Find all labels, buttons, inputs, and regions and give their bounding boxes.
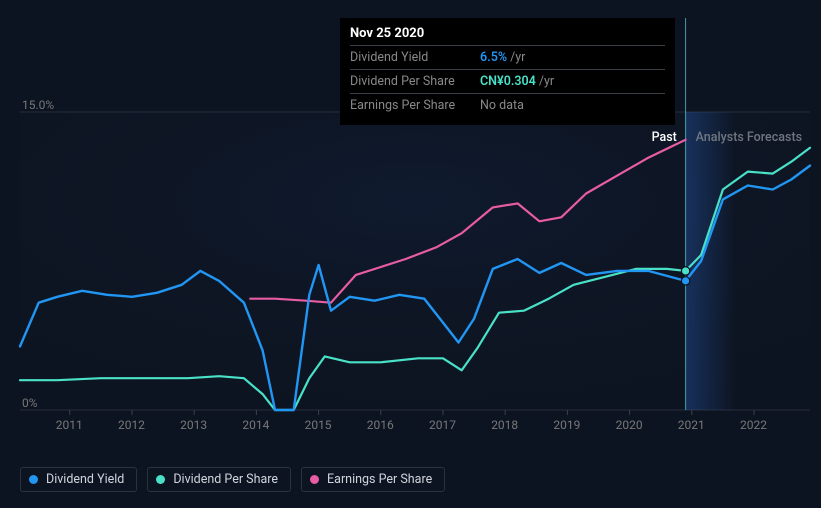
legend-dot-icon: [310, 475, 319, 484]
tooltip-row-value: No data: [480, 94, 665, 118]
tooltip-row-value: 6.5%/yr: [480, 46, 665, 70]
x-tick-label: 2013: [180, 418, 207, 432]
x-tick-label: 2011: [56, 418, 83, 432]
x-tick-label: 2018: [491, 418, 518, 432]
x-tick-label: 2020: [616, 418, 643, 432]
chart-tooltip: Nov 25 2020 Dividend Yield6.5%/yrDividen…: [340, 18, 675, 125]
x-tick-label: 2017: [429, 418, 456, 432]
legend: Dividend Yield Dividend Per Share Earnings…: [20, 467, 445, 492]
tooltip-date: Nov 25 2020: [350, 24, 665, 45]
tooltip-row-value: CN¥0.304/yr: [480, 70, 665, 94]
x-tick-label: 2022: [740, 418, 767, 432]
legend-dot-icon: [29, 475, 38, 484]
tooltip-row-label: Dividend Yield: [350, 46, 480, 70]
legend-item[interactable]: Earnings Per Share: [301, 467, 445, 492]
legend-item[interactable]: Dividend Per Share: [147, 467, 291, 492]
x-tick-label: 2012: [118, 418, 145, 432]
x-tick-label: 2016: [367, 418, 394, 432]
y-tick-label: 0%: [22, 396, 38, 410]
x-tick-label: 2021: [678, 418, 705, 432]
legend-item-label: Dividend Per Share: [173, 472, 278, 487]
forecast-region-label: Analysts Forecasts: [696, 130, 802, 145]
tooltip-row: Dividend Per ShareCN¥0.304/yr: [350, 70, 665, 94]
x-tick-label: 2014: [242, 418, 269, 432]
y-tick-label: 15.0%: [22, 98, 54, 112]
legend-item[interactable]: Dividend Yield: [20, 467, 137, 492]
x-tick-label: 2019: [553, 418, 580, 432]
tooltip-row-label: Earnings Per Share: [350, 94, 480, 118]
tooltip-table: Dividend Yield6.5%/yrDividend Per ShareC…: [350, 45, 665, 117]
tooltip-row: Dividend Yield6.5%/yr: [350, 46, 665, 70]
legend-item-label: Earnings Per Share: [327, 472, 432, 487]
tooltip-row: Earnings Per ShareNo data: [350, 94, 665, 118]
legend-dot-icon: [156, 475, 165, 484]
tooltip-row-label: Dividend Per Share: [350, 70, 480, 94]
x-tick-label: 2015: [305, 418, 332, 432]
dividend-chart: Nov 25 2020 Dividend Yield6.5%/yrDividen…: [0, 0, 821, 508]
past-region-label: Past: [652, 130, 677, 145]
legend-item-label: Dividend Yield: [46, 472, 124, 487]
